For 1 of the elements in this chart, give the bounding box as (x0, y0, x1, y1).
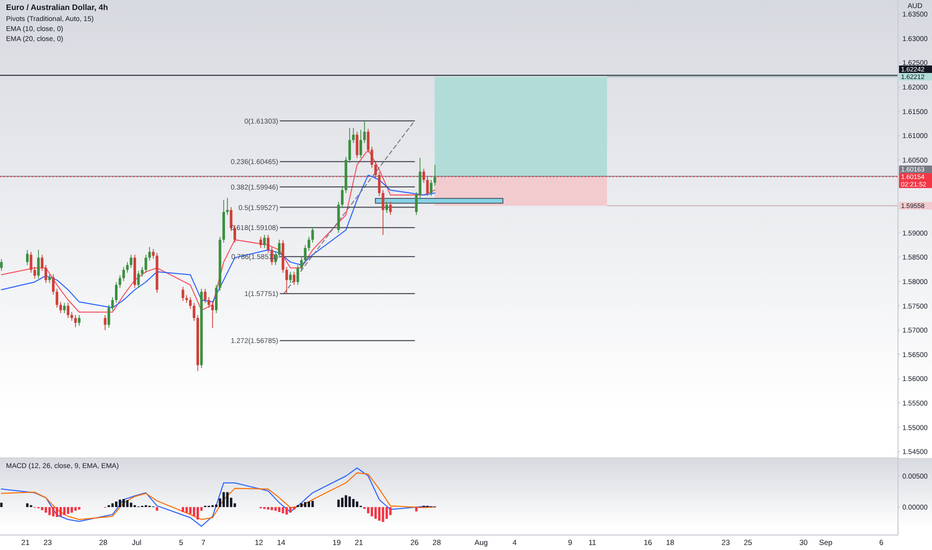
chart-title: Euro / Australian Dollar, 4h (6, 3, 108, 12)
